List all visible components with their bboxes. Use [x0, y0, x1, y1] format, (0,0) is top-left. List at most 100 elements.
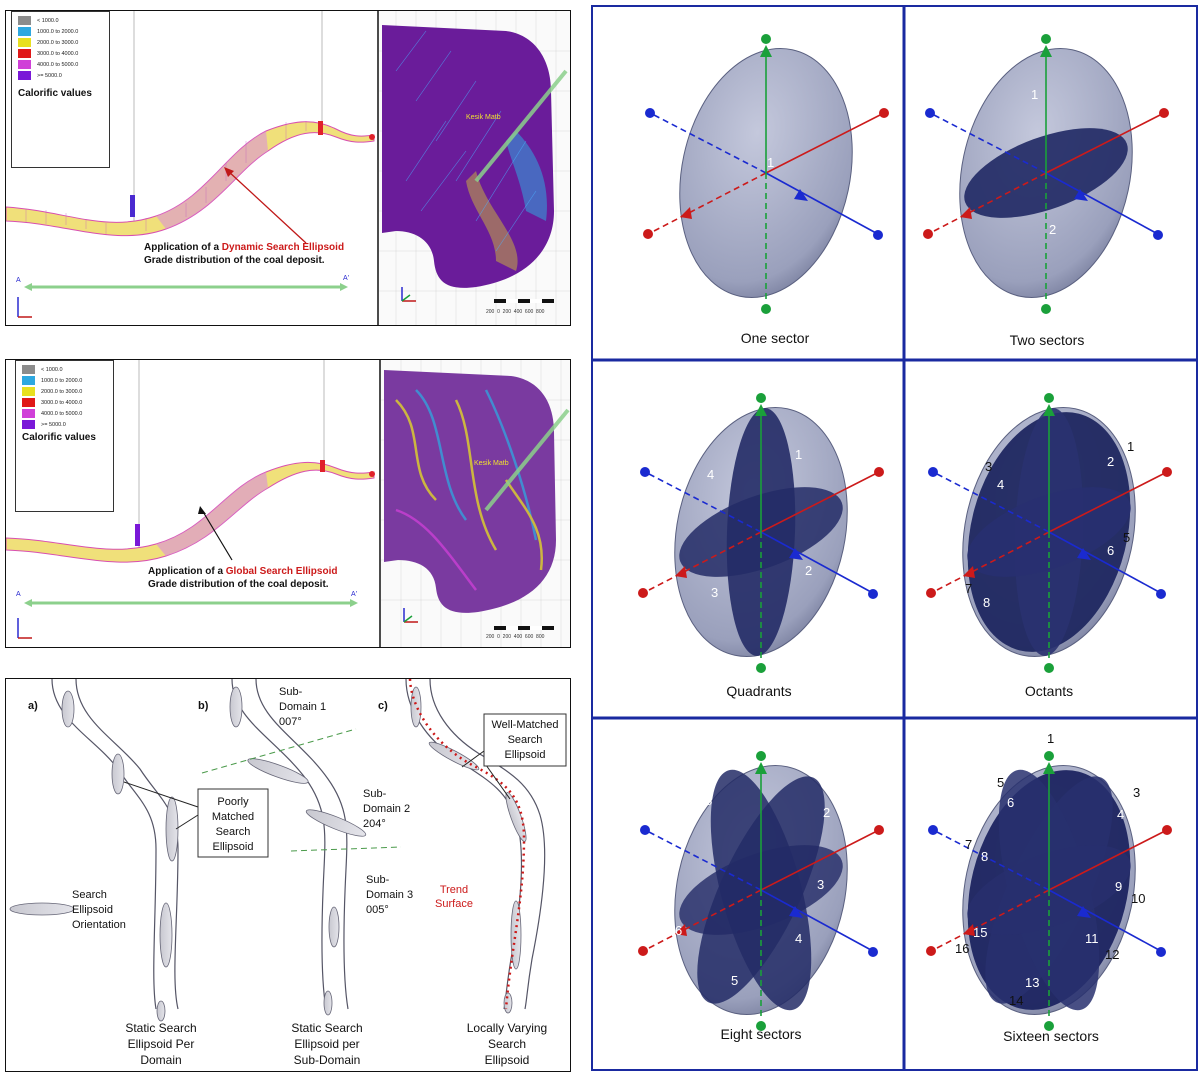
sector-number: 7: [965, 837, 973, 852]
subdomain1-label: Sub- Domain 1 007°: [279, 686, 327, 728]
legend-item: >= 5000.0: [18, 71, 62, 80]
poorly-matched-label: Poorly Matched Search Ellipsoid: [211, 796, 255, 853]
global-section-svg: [6, 360, 570, 647]
caption-c: Locally Varying Search Ellipsoid: [466, 1021, 548, 1067]
one-sector-ellipsoid: [642, 33, 890, 315]
sector-number: 2: [1049, 222, 1057, 237]
map-deposit-shape: [382, 25, 554, 288]
caption-eight-sectors: Eight sectors: [720, 1026, 802, 1042]
sector-number: 4: [1117, 807, 1125, 822]
scale-labels: 200 0 200 400 600 800: [486, 634, 545, 640]
subdomain2-label: Sub- Domain 2 204°: [363, 788, 411, 830]
sector-number: 8: [705, 793, 713, 808]
sector-number: 2: [805, 563, 813, 578]
sector-number: 13: [1025, 975, 1040, 990]
sector-grid-svg: [591, 5, 1198, 1071]
sector-number: 1: [1127, 439, 1135, 454]
annotation-line1: Application of a Global Search Ellipsoid: [148, 566, 338, 577]
sector-number: 1: [1047, 731, 1055, 746]
b-label: b): [198, 700, 209, 712]
legend-title: Calorific values: [22, 432, 96, 443]
scale-labels: 200 0 200 400 600 800: [486, 309, 545, 315]
sector-number: 6: [1107, 543, 1115, 558]
trend-surface-label: Trend Surface: [435, 884, 473, 910]
two-sectors-ellipsoid: [922, 33, 1170, 315]
caption-quadrants: Quadrants: [726, 683, 792, 699]
sector-number: 2: [1107, 454, 1115, 469]
sector-number: 14: [1009, 993, 1024, 1008]
eight-sectors-ellipsoid: [637, 750, 885, 1032]
sector-number: 3: [817, 877, 825, 892]
sector-number: 10: [1131, 891, 1146, 906]
sector-number: 1: [767, 155, 775, 170]
annotation-line2: Grade distribution of the coal deposit.: [144, 255, 325, 266]
search-ellipsoid-schematic: a) b) c) Poorly Matched Search Ellipsoid Se…: [5, 678, 571, 1072]
legend-item: 2000.0 to 3000.0: [18, 38, 78, 47]
c-label: c): [378, 700, 388, 712]
legend-item: 2000.0 to 3000.0: [22, 387, 82, 396]
sector-number: 1: [795, 447, 803, 462]
legend-item: < 1000.0: [22, 365, 63, 374]
legend-item: 3000.0 to 4000.0: [18, 49, 78, 58]
trend-surface-line: [408, 679, 526, 1010]
quadrants-ellipsoid: [637, 392, 885, 674]
section-start-label: A: [16, 277, 21, 284]
legend-item: 4000.0 to 5000.0: [22, 409, 82, 418]
sector-number: 7: [965, 581, 973, 596]
sector-number: 3: [985, 459, 993, 474]
global-ellipsoid-panel: < 1000.0 1000.0 to 2000.0 2000.0 to 3000…: [5, 359, 571, 648]
octants-ellipsoid: [925, 392, 1173, 674]
sector-number: 15: [973, 925, 988, 940]
sector-number: 8: [981, 849, 989, 864]
sector-number: 5: [997, 775, 1005, 790]
legend-item: >= 5000.0: [22, 420, 66, 429]
sector-number: 4: [795, 931, 803, 946]
sector-number: 8: [983, 595, 991, 610]
caption-two-sectors: Two sectors: [1009, 332, 1085, 348]
map-label: Kesik Matb: [474, 460, 509, 467]
legend-item: 3000.0 to 4000.0: [22, 398, 82, 407]
caption-sixteen-sectors: Sixteen sectors: [1003, 1028, 1099, 1044]
sector-number: 3: [1133, 785, 1141, 800]
sector-number: 5: [731, 973, 739, 988]
section-start-label: A: [16, 591, 21, 598]
annotation-line1: Application of a Dynamic Search Ellipsoi…: [144, 242, 345, 253]
sector-number: 7: [677, 847, 685, 862]
sector-number: 2: [1063, 752, 1071, 767]
sector-number: 2: [823, 805, 831, 820]
sector-number: 16: [955, 941, 970, 956]
well-matched-label: Well-Matched Search Ellipsoid: [491, 719, 559, 761]
legend: < 1000.0 1000.0 to 2000.0 2000.0 to 3000…: [11, 11, 110, 168]
sector-number: 1: [767, 753, 775, 768]
sector-number: 4: [707, 467, 715, 482]
legend-item: 1000.0 to 2000.0: [22, 376, 82, 385]
legend-item: 1000.0 to 2000.0: [18, 27, 78, 36]
section-end-label: A': [351, 591, 358, 598]
legend-item: 4000.0 to 5000.0: [18, 60, 78, 69]
sector-number: 5: [1123, 530, 1131, 545]
section-end-label: A': [343, 275, 350, 282]
sector-grid: One sector Two sectors Quadrants Octants…: [591, 5, 1198, 1071]
subdomain3-label: Sub- Domain 3 005°: [366, 874, 414, 916]
sector-number: 9: [1115, 879, 1123, 894]
sixteen-sectors-ellipsoid: [925, 750, 1173, 1032]
sector-number: 12: [1105, 947, 1120, 962]
caption-b: Static Search Ellipsoid per Sub-Domain: [291, 1021, 363, 1067]
dynamic-ellipsoid-panel: < 1000.0 1000.0 to 2000.0 2000.0 to 3000…: [5, 10, 571, 326]
legend-title: Calorific values: [18, 88, 92, 99]
legend-item: < 1000.0: [18, 16, 59, 25]
sector-number: 11: [1085, 931, 1099, 946]
sector-number: 1: [1031, 87, 1039, 102]
map-deposit-shape: [384, 370, 556, 613]
dynamic-section-svg: [6, 11, 570, 325]
caption-a: Static Search Ellipsoid Per Domain: [125, 1021, 197, 1067]
annotation-line2: Grade distribution of the coal deposit.: [148, 579, 329, 590]
sector-number: 6: [675, 923, 683, 938]
a-label: a): [28, 700, 38, 712]
caption-one-sector: One sector: [740, 330, 810, 346]
sector-number: 6: [1007, 795, 1015, 810]
caption-octants: Octants: [1024, 683, 1074, 699]
search-orientation-label: Search Ellipsoid Orientation: [72, 889, 126, 931]
map-label: Kesik Matb: [466, 114, 501, 121]
sector-number: 3: [711, 585, 719, 600]
